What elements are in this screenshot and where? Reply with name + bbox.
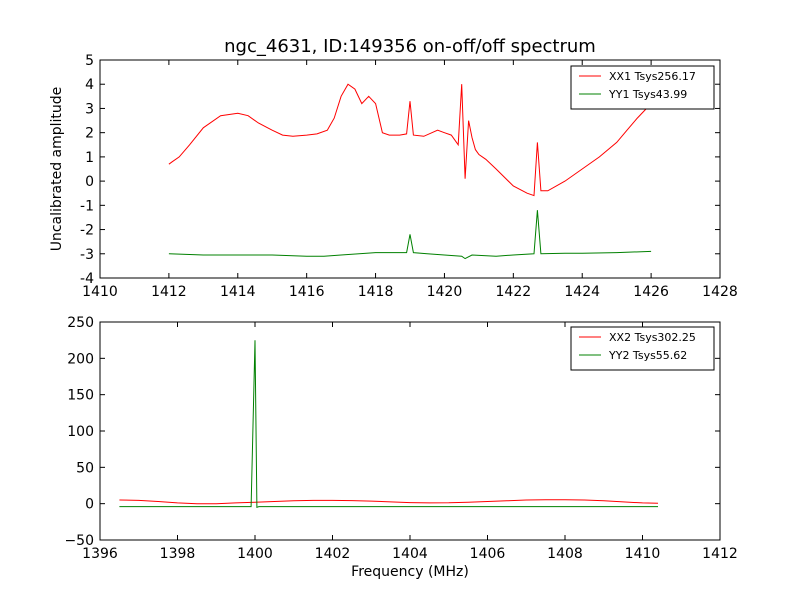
legend-label: YY1 Tsys43.99 (608, 88, 687, 101)
x-tick-label: 1412 (702, 546, 738, 562)
legend-label: YY2 Tsys55.62 (608, 349, 687, 362)
legend-label: XX1 Tsys256.17 (609, 70, 696, 83)
x-tick-label: 1428 (702, 284, 738, 300)
y-tick-label: 5 (85, 53, 94, 69)
y-tick-label: 100 (67, 424, 94, 440)
y-tick-label: 2 (85, 126, 94, 142)
top-spectrum-plot: 1410 1412 1414 1416 1418 1420 1422 1424 1426 1428… (80, 53, 738, 300)
y-tick-label: 150 (67, 388, 94, 404)
y-tick-label: 4 (85, 77, 94, 93)
y-tick-label: -3 (80, 247, 94, 263)
x-tick-label: 1406 (470, 546, 506, 562)
x-tick-label: 1410 (625, 546, 661, 562)
x-tick-label: 1416 (289, 284, 325, 300)
y-tick-label: 50 (76, 460, 94, 476)
y-tick-label: 3 (85, 101, 94, 117)
x-tick-label: 1418 (358, 284, 394, 300)
x-tick-label: 1398 (160, 546, 196, 562)
y-tick-label: −50 (64, 533, 94, 549)
y-tick-label: -2 (80, 223, 94, 239)
x-tick-label: 1404 (392, 546, 428, 562)
x-tick-label: 1408 (547, 546, 583, 562)
series-line-1-1 (119, 340, 658, 509)
legend-label: XX2 Tsys302.25 (609, 331, 696, 344)
y-tick-label: 0 (85, 174, 94, 190)
legend-box-1 (570, 326, 715, 371)
bottom-chart-x-axis-label: Frequency (MHz) (351, 564, 469, 580)
x-tick-label: 1396 (82, 546, 118, 562)
x-tick-label: 1420 (427, 284, 463, 300)
x-tick-label: 1412 (151, 284, 187, 300)
legend-box-0 (570, 65, 715, 110)
y-tick-label: -4 (80, 271, 94, 287)
y-tick-label: 200 (67, 351, 94, 367)
y-tick-label: 1 (85, 150, 94, 166)
x-tick-label: 1402 (315, 546, 351, 562)
x-tick-label: 1426 (633, 284, 669, 300)
x-tick-label: 1424 (564, 284, 600, 300)
x-tick-label: 1422 (496, 284, 532, 300)
x-tick-label: 1400 (237, 546, 273, 562)
series-line-0-0 (168, 83, 652, 197)
plot-frame-0 (99, 59, 721, 279)
top-chart-title: ngc_4631, ID:149356 on-off/off spectrum (224, 36, 596, 57)
bottom-spectrum-plot: 1396 1398 1400 1402 1404 1406 1408 1410 1412 −50 0… (64, 315, 737, 562)
x-tick-label: 1410 (82, 284, 118, 300)
y-tick-label: -1 (80, 198, 94, 214)
series-line-1-0 (119, 499, 659, 505)
y-tick-label: 0 (85, 497, 94, 513)
series-line-0-1 (168, 210, 652, 260)
x-tick-label: 1414 (220, 284, 256, 300)
top-chart-y-axis-label: Uncalibrated amplitude (49, 87, 65, 252)
y-tick-label: 250 (67, 315, 94, 331)
